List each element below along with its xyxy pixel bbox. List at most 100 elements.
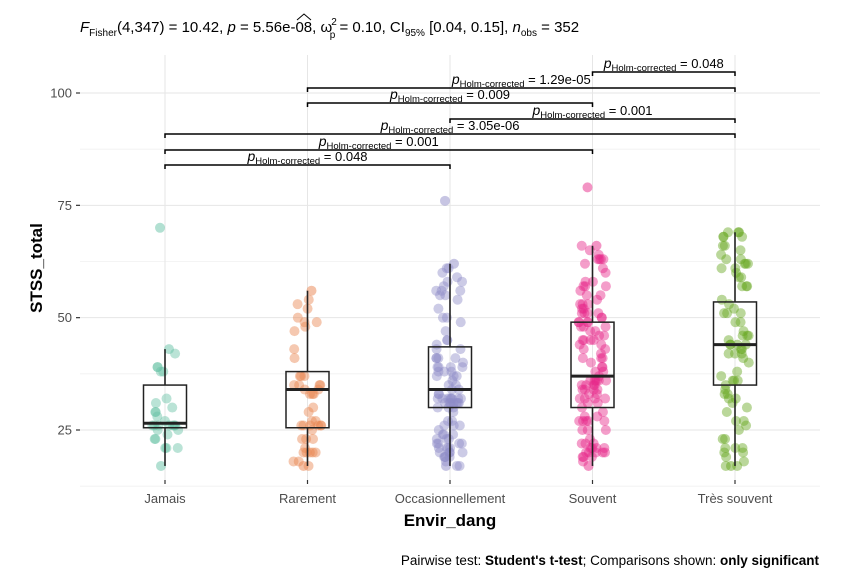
data-point (289, 353, 300, 364)
p-value-label: pHolm-corrected = 0.009 (389, 86, 510, 105)
data-point (152, 362, 163, 373)
data-point (598, 366, 609, 377)
comparison-bracket: pHolm-corrected = 3.05e-06 (164, 117, 736, 138)
box-très-souvent (712, 232, 758, 466)
data-point (158, 366, 169, 377)
p-subscript: Holm-corrected (612, 63, 677, 74)
data-point (288, 456, 299, 467)
data-point (730, 348, 741, 359)
bracket-line (164, 133, 736, 138)
data-point (150, 398, 161, 409)
data-point (730, 317, 741, 328)
data-point (741, 402, 752, 413)
data-point (296, 371, 307, 382)
data-point (738, 353, 749, 364)
data-point (592, 411, 603, 422)
data-point (299, 371, 310, 382)
box-jamais (142, 349, 188, 466)
data-point (597, 407, 608, 418)
data-point (722, 227, 733, 238)
data-point (577, 335, 588, 346)
data-point (577, 384, 588, 395)
data-point (575, 285, 586, 296)
data-point (455, 285, 466, 296)
data-point (156, 460, 166, 471)
data-point (719, 447, 730, 458)
data-point (588, 335, 599, 346)
p-value: = 1.29e-05 (525, 72, 591, 87)
p-symbol: p (531, 102, 540, 118)
p-subscript: Holm-corrected (540, 110, 605, 121)
data-point (440, 451, 451, 462)
data-point (297, 433, 308, 444)
data-point (446, 366, 457, 377)
data-point (599, 416, 610, 427)
data-point (308, 433, 319, 444)
data-point (583, 416, 594, 427)
data-point (292, 299, 303, 310)
data-point (577, 451, 588, 462)
data-point (716, 371, 727, 382)
data-point (735, 308, 746, 319)
box-iqr (570, 321, 615, 409)
data-point (458, 357, 469, 368)
comparison-bracket: pHolm-corrected = 0.009 (306, 86, 594, 107)
data-point (457, 362, 468, 373)
bracket-line (591, 71, 736, 76)
data-point (454, 420, 465, 431)
data-point (719, 308, 730, 319)
data-point (579, 258, 590, 269)
data-point (445, 362, 456, 373)
data-point (585, 326, 596, 337)
y-axis: 25 50 75 100 (50, 86, 80, 438)
data-point (600, 267, 611, 278)
data-point (720, 384, 731, 395)
data-point (455, 393, 466, 404)
box-rarement (285, 290, 330, 466)
data-point (736, 272, 747, 283)
comparison-bracket: pHolm-corrected = 0.048 (591, 55, 736, 76)
data-point (301, 433, 312, 444)
data-point (152, 411, 163, 422)
data-point (298, 460, 309, 471)
data-point (431, 438, 442, 449)
p-subscript: Holm-corrected (460, 79, 525, 90)
data-point (578, 303, 589, 314)
data-point (451, 398, 462, 409)
data-point (740, 258, 751, 269)
data-point (433, 353, 444, 364)
data-point (599, 442, 610, 453)
data-point (581, 447, 592, 458)
p-value-label: pHolm-corrected = 0.001 (318, 133, 439, 152)
data-point (434, 447, 445, 458)
data-point (600, 344, 611, 355)
data-point (448, 398, 459, 409)
data-point (743, 330, 754, 341)
data-point (435, 290, 446, 301)
data-point (729, 375, 740, 386)
data-point (162, 429, 173, 440)
data-point (455, 344, 466, 355)
p-value-label: pHolm-corrected = 3.05e-06 (380, 117, 520, 136)
data-point (716, 263, 727, 274)
comparison-bracket: pHolm-corrected = 1.29e-05 (306, 71, 736, 92)
data-point (314, 380, 325, 391)
p-value: = 0.001 (605, 103, 652, 118)
data-point (306, 416, 317, 427)
data-point (734, 227, 744, 238)
data-point (431, 285, 442, 296)
data-point (294, 380, 305, 391)
data-point (590, 326, 601, 337)
y-tick-label: 25 (58, 423, 72, 438)
data-point (723, 299, 734, 310)
data-point (444, 398, 455, 409)
data-point (738, 456, 749, 467)
data-point (719, 240, 730, 251)
data-point (596, 353, 607, 364)
data-point (440, 451, 451, 462)
data-point (590, 375, 601, 386)
box-souvent (570, 245, 615, 466)
data-point (731, 267, 742, 278)
data-point (433, 303, 444, 314)
